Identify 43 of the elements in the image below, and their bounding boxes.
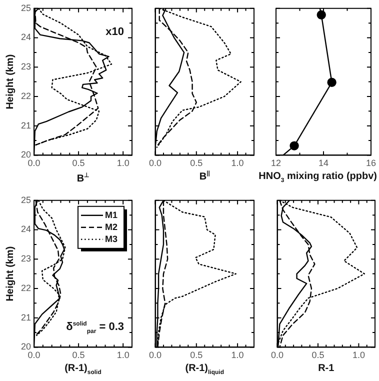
x-tick-label: 0.0 [28, 350, 40, 360]
y-tick-label: 20 [20, 150, 32, 160]
y-tick-label: 21 [20, 120, 32, 130]
x-tick-label: 0.5 [312, 350, 324, 360]
y-tick-label: 20 [20, 342, 32, 352]
x-tick-label: 0.5 [190, 350, 203, 360]
x-tick-label: 0.5 [72, 350, 85, 360]
annotation: δ$^{solid}$$_{par}$ = 0.3 [66, 321, 124, 336]
x-axis-title: B$^{⊥}$ [76, 172, 90, 185]
y-tick-label: 23 [20, 254, 32, 264]
x-axis-title: HNO$_{3}$ mixing ratio (ppbv) [258, 171, 377, 184]
x-tick-label: 0.5 [72, 158, 85, 168]
annotation: x10 [106, 26, 124, 38]
y-tick-label: 21 [20, 312, 32, 322]
x-axis-title: R-1 [318, 363, 334, 374]
x-axis-title: (R-1)$_{liquid}$ [185, 363, 224, 376]
y-tick-label: 22 [20, 90, 32, 101]
x-tick-label: 1.0 [352, 350, 365, 360]
x-tick-label: 0.0 [149, 158, 162, 168]
legend-label: M1 [105, 210, 118, 220]
y-axis-title: Height (km) [4, 246, 16, 302]
x-axis-title: B$^{||}$ [199, 171, 210, 183]
y-tick-label: 23 [20, 62, 32, 72]
x-tick-label: 1.0 [231, 350, 244, 360]
y-tick-label: 24 [20, 224, 32, 234]
x-tick-label: 12 [271, 158, 282, 168]
x-axis-title: (R-1)$_{solid}$ [64, 363, 102, 376]
y-tick-label: 25 [20, 2, 32, 13]
x-tick-label: 1.0 [231, 158, 244, 168]
x-tick-label: 16 [366, 158, 376, 168]
x-tick-label: 0.0 [28, 158, 40, 168]
y-tick-label: 22 [20, 282, 32, 293]
x-tick-label: 1.0 [116, 350, 130, 360]
y-tick-label: 25 [20, 194, 32, 205]
y-tick-label: 24 [20, 32, 32, 42]
x-tick-label: 0.0 [271, 350, 284, 360]
y-axis-title: Height (km) [4, 54, 16, 110]
x-tick-label: 0.5 [190, 158, 203, 168]
legend-label: M3 [105, 234, 118, 244]
x-tick-label: 14 [318, 158, 329, 168]
x-tick-label: 1.0 [116, 158, 130, 168]
x-tick-label: 0.0 [149, 350, 162, 360]
legend-label: M2 [105, 222, 118, 232]
